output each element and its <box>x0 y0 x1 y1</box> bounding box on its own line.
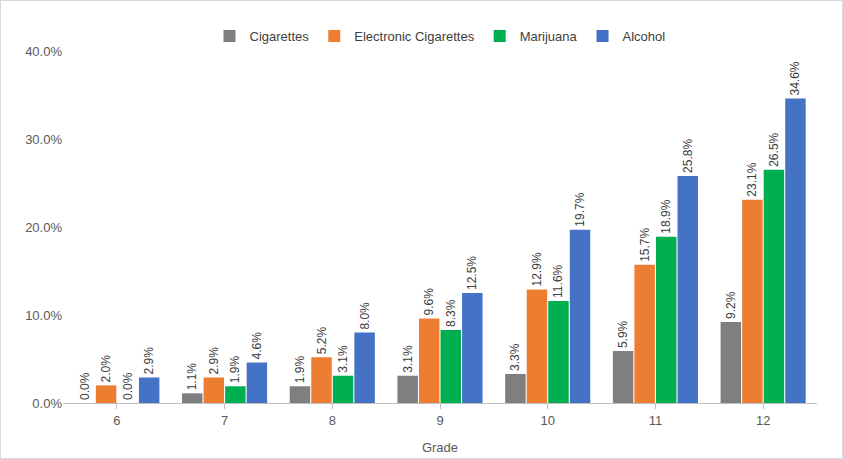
svg-text:5.2%: 5.2% <box>315 327 329 355</box>
svg-text:1.1%: 1.1% <box>185 363 199 391</box>
svg-text:40.0%: 40.0% <box>25 44 62 59</box>
svg-text:1.9%: 1.9% <box>228 356 242 384</box>
svg-text:23.1%: 23.1% <box>745 162 759 196</box>
svg-text:11: 11 <box>649 413 663 428</box>
svg-text:2.9%: 2.9% <box>142 347 156 375</box>
svg-text:9: 9 <box>436 413 443 428</box>
svg-text:Marijuana: Marijuana <box>520 29 578 44</box>
svg-text:1.9%: 1.9% <box>293 356 307 384</box>
svg-text:10: 10 <box>540 413 554 428</box>
svg-text:25.8%: 25.8% <box>681 139 695 173</box>
svg-text:9.2%: 9.2% <box>724 291 738 319</box>
svg-text:5.9%: 5.9% <box>616 320 630 348</box>
svg-text:4.6%: 4.6% <box>250 332 264 360</box>
svg-text:9.6%: 9.6% <box>422 288 436 316</box>
svg-text:8.0%: 8.0% <box>358 302 372 330</box>
svg-text:6: 6 <box>113 413 120 428</box>
svg-text:8.3%: 8.3% <box>444 299 458 327</box>
svg-text:3.3%: 3.3% <box>508 343 522 371</box>
svg-text:0.0%: 0.0% <box>121 372 135 400</box>
svg-text:7: 7 <box>221 413 228 428</box>
svg-text:2.0%: 2.0% <box>99 355 113 383</box>
svg-text:11.6%: 11.6% <box>551 264 565 297</box>
svg-text:0.0%: 0.0% <box>78 372 92 400</box>
svg-text:26.5%: 26.5% <box>767 132 781 166</box>
svg-text:15.7%: 15.7% <box>638 227 652 261</box>
svg-text:2.9%: 2.9% <box>207 347 221 375</box>
svg-text:18.9%: 18.9% <box>659 199 673 233</box>
svg-text:30.0%: 30.0% <box>25 132 62 147</box>
svg-text:10.0%: 10.0% <box>25 308 62 323</box>
svg-text:34.6%: 34.6% <box>788 61 802 95</box>
svg-text:8: 8 <box>329 413 336 428</box>
svg-text:Cigarettes: Cigarettes <box>250 29 310 44</box>
svg-text:Grade: Grade <box>422 440 458 455</box>
svg-text:Electronic Cigarettes: Electronic Cigarettes <box>354 29 474 44</box>
svg-text:12.5%: 12.5% <box>465 256 479 290</box>
svg-text:19.7%: 19.7% <box>573 192 587 226</box>
svg-text:3.1%: 3.1% <box>336 345 350 373</box>
svg-text:0.0%: 0.0% <box>32 396 62 411</box>
svg-text:12: 12 <box>756 413 770 428</box>
svg-text:Alcohol: Alcohol <box>623 29 666 44</box>
svg-text:12.9%: 12.9% <box>530 252 544 286</box>
svg-text:3.1%: 3.1% <box>401 345 415 373</box>
svg-text:20.0%: 20.0% <box>25 220 62 235</box>
